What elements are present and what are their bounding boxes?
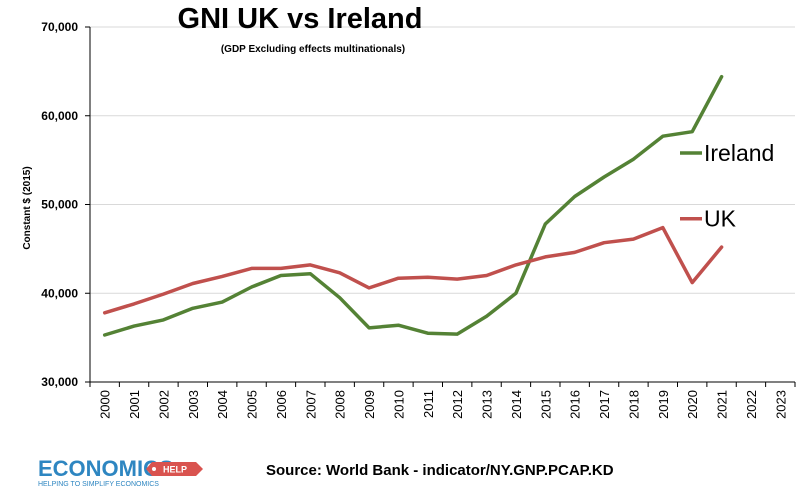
source-note: Source: World Bank - indicator/NY.GNP.PC…	[266, 462, 614, 479]
x-tick-labels: 2000 2001 2002 2003 2004 2005 2006 2007 2008 2009…	[89, 382, 796, 419]
x-tick-label: 2010	[391, 390, 406, 419]
logo-tagline: HELPING TO SIMPLIFY ECONOMICS	[38, 481, 159, 488]
x-tick-label: 2009	[362, 390, 377, 419]
legend-label-ireland: Ireland	[704, 140, 774, 166]
x-tick-label: 2016	[568, 390, 583, 419]
x-tick-label: 2004	[215, 390, 230, 419]
x-tick-label: 2011	[421, 390, 436, 418]
x-tick-label: 2005	[245, 390, 260, 419]
y-tick-labels: 30,000 40,000 50,000 60,000 70,000	[41, 20, 90, 389]
logo: ECONOMICS HELP HELPING TO SIMPLIFY ECONO…	[38, 456, 203, 488]
x-tick-label: 2019	[656, 390, 671, 419]
logo-tag-shape	[146, 462, 203, 476]
x-tick-label: 2015	[538, 390, 553, 419]
x-tick-label: 2014	[509, 390, 524, 419]
grid-lines	[90, 26, 795, 294]
x-tick-label: 2007	[303, 390, 318, 419]
y-tick-label: 40,000	[41, 286, 78, 300]
y-tick-label: 50,000	[41, 198, 78, 212]
y-axis-label: Constant $ (2015)	[22, 166, 33, 249]
x-tick-label: 2018	[626, 390, 641, 419]
x-tick-label: 2000	[98, 390, 113, 419]
x-tick-label: 2021	[715, 390, 730, 419]
x-tick-label: 2006	[274, 390, 289, 419]
chart-title: GNI UK vs Ireland	[178, 3, 423, 35]
logo-tag-hole	[152, 467, 156, 471]
series-line-ireland	[102, 74, 724, 337]
x-tick-label: 2012	[450, 390, 465, 419]
y-tick-label: 70,000	[41, 20, 78, 34]
x-tick-label: 2003	[186, 390, 201, 419]
chart-subtitle: (GDP Excluding effects multinationals)	[221, 44, 405, 55]
y-tick-label: 30,000	[41, 375, 78, 389]
x-tick-label: 2020	[685, 390, 700, 419]
legend: Ireland UK	[680, 140, 774, 232]
x-tick-label: 2001	[127, 390, 142, 419]
x-tick-label: 2008	[333, 390, 348, 419]
logo-tag-text: HELP	[163, 465, 187, 475]
legend-label-uk: UK	[704, 206, 737, 232]
series-lines	[102, 74, 724, 337]
x-tick-label: 2022	[744, 390, 759, 419]
y-tick-label: 60,000	[41, 109, 78, 123]
series-line-uk	[102, 225, 724, 315]
x-tick-label: 2017	[597, 390, 612, 419]
x-tick-label: 2013	[480, 390, 495, 419]
x-tick-label: 2002	[156, 390, 171, 419]
x-tick-label: 2023	[773, 390, 788, 419]
